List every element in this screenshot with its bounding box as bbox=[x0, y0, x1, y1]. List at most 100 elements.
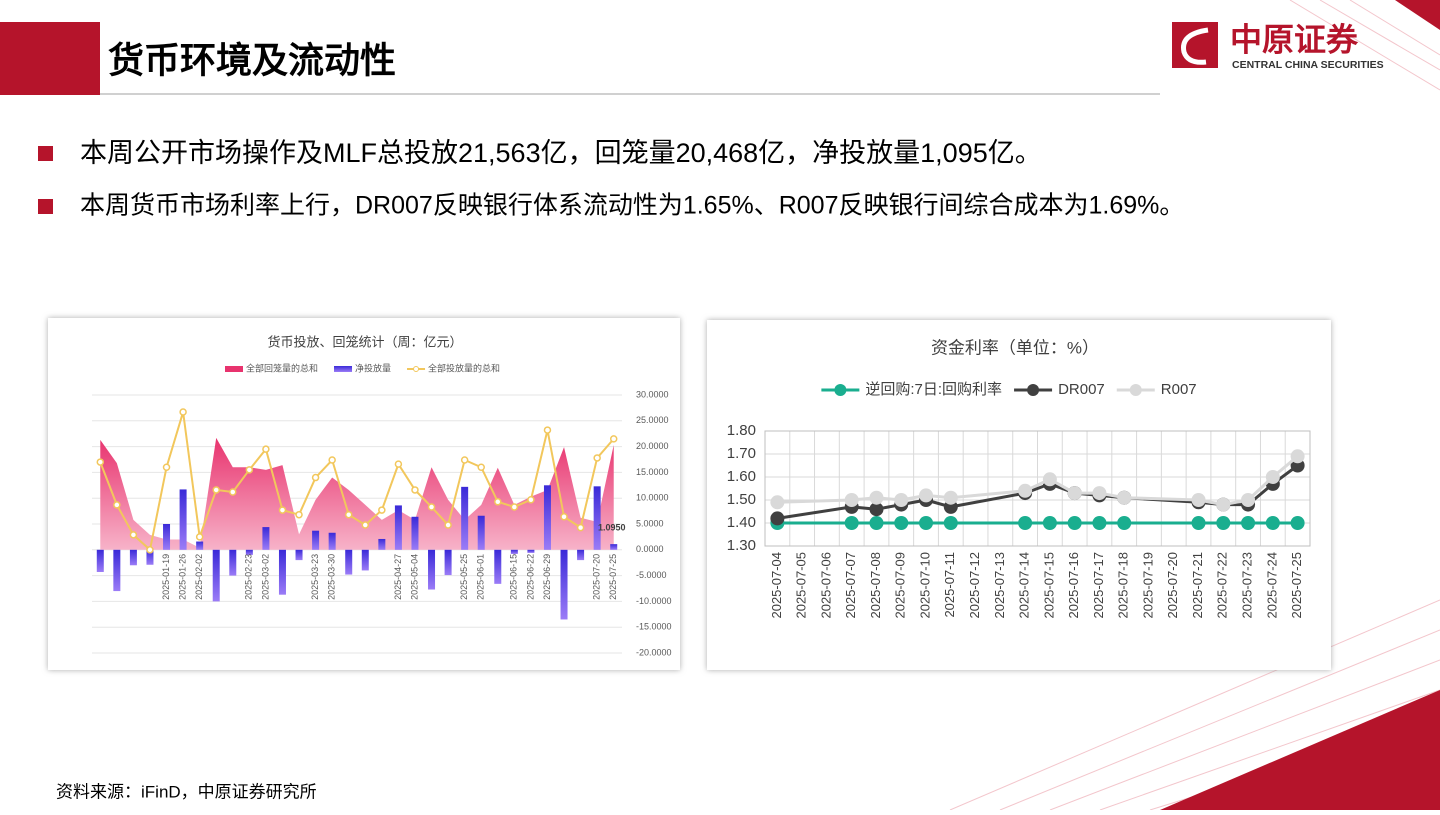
marker bbox=[494, 498, 502, 506]
marker bbox=[543, 426, 552, 434]
bar bbox=[428, 549, 436, 590]
legend-swatch bbox=[413, 366, 420, 372]
marker bbox=[894, 493, 909, 507]
bar bbox=[113, 549, 121, 592]
marker bbox=[919, 488, 934, 503]
x-tick-label: 2025-07-12 bbox=[967, 552, 982, 619]
x-tick-label: 2025-07-10 bbox=[917, 552, 932, 619]
legend-label: 净投放量 bbox=[355, 362, 391, 373]
y-tick-label: 20.0000 bbox=[636, 441, 669, 451]
y-tick-label: 1.70 bbox=[727, 445, 756, 462]
marker bbox=[477, 463, 485, 471]
marker bbox=[278, 506, 287, 514]
line-segment bbox=[777, 498, 852, 504]
bar bbox=[494, 549, 502, 584]
marker bbox=[1018, 516, 1033, 530]
x-tick-label: 2025-07-07 bbox=[843, 552, 858, 619]
bar bbox=[361, 549, 369, 571]
marker bbox=[844, 493, 859, 507]
bar bbox=[196, 541, 204, 550]
x-tick-label: 2025-07-11 bbox=[942, 552, 957, 618]
bar bbox=[212, 549, 220, 602]
marker bbox=[869, 502, 884, 517]
marker bbox=[361, 521, 370, 529]
x-tick-label: 2025-07-09 bbox=[893, 552, 908, 619]
marker bbox=[1117, 490, 1132, 505]
logo-swirl bbox=[1181, 27, 1209, 65]
legend-swatch bbox=[334, 366, 353, 372]
marker bbox=[460, 456, 469, 464]
bar bbox=[444, 549, 452, 576]
marker bbox=[576, 523, 585, 532]
marker bbox=[1241, 516, 1256, 530]
marker bbox=[770, 495, 785, 510]
legend-label: 全部投放量的总和 bbox=[428, 362, 500, 373]
x-tick-label: 2025-05-25 bbox=[459, 554, 469, 600]
marker bbox=[1042, 516, 1057, 530]
marker bbox=[1092, 486, 1107, 501]
y-tick-label: 5.0000 bbox=[636, 518, 664, 528]
legend-label: 逆回购:7日:回购利率 bbox=[865, 381, 1002, 398]
x-tick-label: 2025-03-02 bbox=[260, 554, 270, 600]
marker bbox=[593, 454, 601, 462]
x-tick-label: 2025-07-17 bbox=[1091, 552, 1106, 619]
bar bbox=[610, 544, 618, 550]
bar bbox=[345, 549, 353, 575]
decor bbox=[949, 0, 1440, 811]
logo-english: CENTRAL CHINA SECURITIES bbox=[1232, 59, 1384, 71]
x-tick-label: 2025-06-15 bbox=[509, 554, 519, 600]
marker bbox=[1216, 516, 1231, 530]
y-tick-label: 1.30 bbox=[727, 537, 756, 554]
bar bbox=[510, 549, 518, 554]
bar bbox=[278, 549, 286, 595]
bar bbox=[477, 515, 485, 550]
x-tick-label: 2025-07-04 bbox=[769, 552, 784, 619]
data-label: 1.0950 bbox=[598, 523, 626, 533]
bullet: 本周公开市场操作及MLF总投放21,563亿，回笼量20,468亿，净投放量1,… bbox=[80, 138, 1042, 168]
bar bbox=[328, 532, 336, 550]
x-tick-label: 2025-07-15 bbox=[1041, 552, 1056, 619]
y-tick-label: -5.0000 bbox=[636, 570, 667, 580]
x-tick-label: 2025-07-20 bbox=[592, 554, 602, 600]
y-tick-label: 30.0000 bbox=[636, 389, 669, 399]
bar bbox=[577, 549, 585, 561]
marker bbox=[894, 516, 909, 530]
x-tick-label: 2025-06-29 bbox=[542, 554, 552, 600]
x-tick-label: 2025-02-02 bbox=[194, 554, 204, 600]
bar bbox=[394, 505, 402, 550]
marker bbox=[229, 488, 237, 496]
marker bbox=[1216, 497, 1231, 512]
legend-label: 全部回笼量的总和 bbox=[246, 362, 318, 373]
y-tick-label: 15.0000 bbox=[636, 467, 669, 477]
bullet-mark bbox=[38, 146, 53, 161]
bar bbox=[179, 489, 187, 550]
y-tick-label: -20.0000 bbox=[636, 647, 672, 657]
chart-title: 货币投放、回笼统计（周：亿元） bbox=[267, 334, 462, 349]
marker bbox=[411, 486, 419, 494]
y-tick-label: 1.50 bbox=[727, 491, 756, 508]
y-tick-label: 0.0000 bbox=[636, 544, 664, 554]
marker bbox=[770, 511, 785, 526]
marker bbox=[1265, 516, 1280, 530]
line-segment bbox=[1124, 496, 1199, 502]
marker bbox=[146, 546, 154, 554]
bar bbox=[229, 549, 237, 576]
x-tick-label: 2025-05-04 bbox=[409, 554, 419, 600]
marker bbox=[1290, 449, 1305, 464]
marker bbox=[943, 490, 958, 505]
marker bbox=[510, 503, 519, 511]
y-tick-label: -15.0000 bbox=[636, 622, 672, 632]
source-note: 资料来源：iFinD，中原证券研究所 bbox=[56, 782, 317, 801]
x-tick-label: 2025-07-23 bbox=[1240, 552, 1255, 619]
chart-title: 资金利率（单位：%） bbox=[931, 338, 1099, 357]
x-tick-label: 2025-01-26 bbox=[177, 554, 187, 600]
marker bbox=[245, 466, 254, 474]
marker bbox=[1117, 516, 1132, 530]
marker bbox=[560, 513, 568, 521]
area bbox=[100, 437, 614, 550]
marker bbox=[295, 510, 303, 519]
marker bbox=[378, 506, 386, 514]
slide-title: 货币环境及流动性 bbox=[108, 40, 396, 81]
marker bbox=[262, 445, 270, 453]
